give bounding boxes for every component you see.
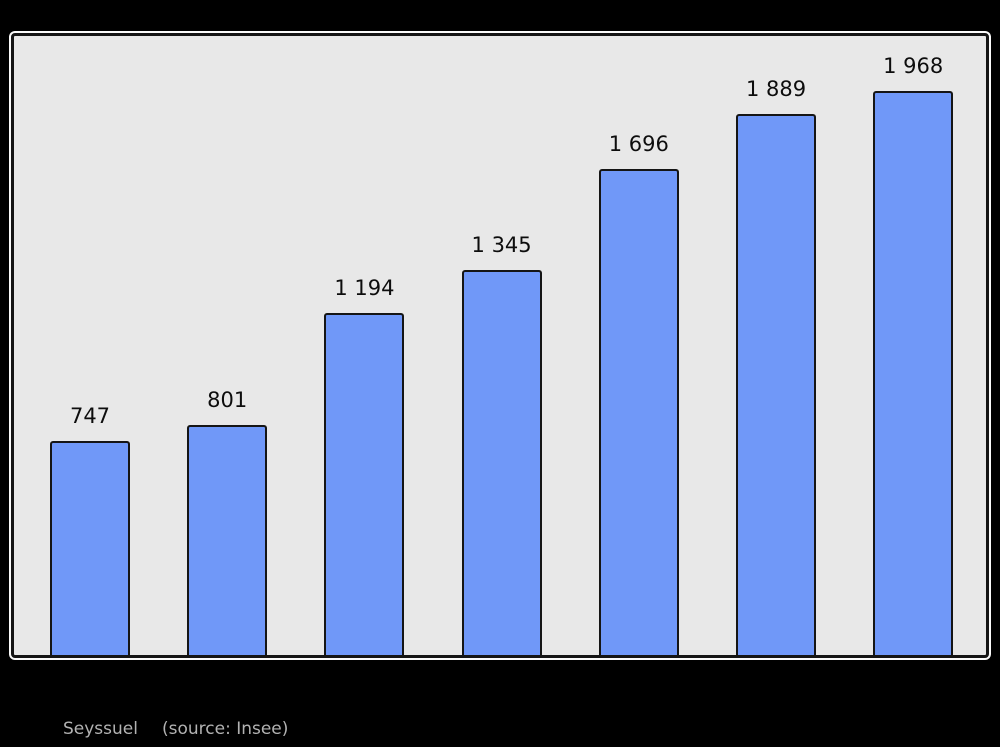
bar bbox=[461, 270, 542, 655]
bar-value-label: 1 345 bbox=[471, 233, 532, 257]
bar-value-label: 1 889 bbox=[745, 77, 807, 101]
bar-value-label: 1 968 bbox=[883, 54, 944, 78]
caption-place: Seyssuel bbox=[63, 719, 138, 739]
chart-caption: Seyssuel (source: Insee) bbox=[63, 719, 288, 739]
plot-area: 747 801 1 194 1 345 1 696 1 889 1 968 bbox=[14, 36, 986, 655]
caption-source: (source: Insee) bbox=[161, 719, 289, 739]
bar-value-label: 801 bbox=[207, 388, 248, 412]
chart-frame: 747 801 1 194 1 345 1 696 1 889 1 968 bbox=[11, 33, 989, 658]
bar-value-label: 1 194 bbox=[334, 276, 395, 300]
bar bbox=[50, 441, 130, 655]
bar bbox=[736, 114, 816, 655]
bar bbox=[324, 313, 405, 655]
bar-value-label: 747 bbox=[69, 404, 111, 428]
bar bbox=[598, 169, 679, 655]
bar-value-label: 1 696 bbox=[608, 132, 669, 156]
bar bbox=[873, 91, 954, 655]
bar bbox=[187, 425, 268, 655]
